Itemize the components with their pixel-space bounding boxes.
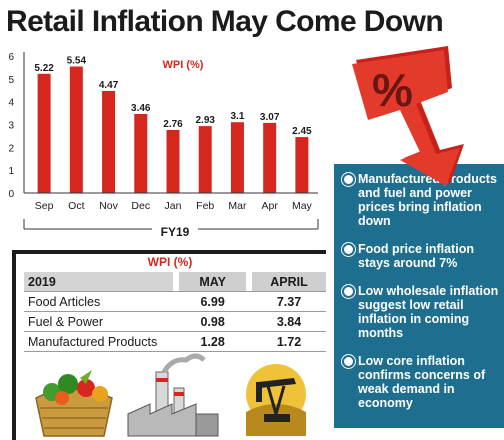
percent-symbol: % bbox=[372, 64, 413, 116]
row-april: 1.72 bbox=[252, 331, 326, 352]
bar bbox=[166, 129, 180, 193]
headline: Retail Inflation May Come Down bbox=[6, 5, 444, 38]
bar bbox=[263, 122, 277, 193]
data-label: 2.45 bbox=[292, 126, 312, 137]
table-row: Fuel & Power 0.98 3.84 bbox=[24, 311, 326, 332]
row-label: Manufactured Products bbox=[24, 331, 174, 352]
row-april: 7.37 bbox=[252, 291, 326, 312]
data-label: 5.22 bbox=[34, 63, 54, 74]
bullet-point: Food price inflation stays around 7% bbox=[342, 242, 502, 270]
data-label: 5.54 bbox=[67, 56, 87, 67]
bullet-dot-icon bbox=[342, 173, 355, 186]
y-tick-label: 2 bbox=[8, 143, 14, 154]
header-april: APRIL bbox=[252, 272, 326, 292]
data-label: 4.47 bbox=[99, 80, 119, 91]
chart-title: WPI (%) bbox=[163, 59, 204, 71]
bar-series: 5.22 5.54 4.47 3.46 2.76 2.93 3.1 3.07 2.45 bbox=[34, 56, 312, 193]
x-tick-label: Dec bbox=[131, 200, 150, 212]
row-april: 3.84 bbox=[252, 311, 326, 332]
x-tick-label: Nov bbox=[99, 200, 118, 212]
data-label: 3.07 bbox=[260, 112, 280, 123]
row-label: Fuel & Power bbox=[24, 311, 174, 332]
y-axis: 0 1 2 3 4 5 6 bbox=[8, 52, 25, 200]
data-label: 2.93 bbox=[195, 115, 215, 126]
row-may: 6.99 bbox=[178, 291, 247, 312]
bullet-point: Low wholesale inflation suggest low reta… bbox=[342, 284, 502, 340]
bullet-dot-icon bbox=[342, 243, 355, 256]
x-tick-label: Oct bbox=[68, 200, 84, 212]
data-label: 3.46 bbox=[131, 103, 151, 114]
x-axis: Sep Oct Nov Dec Jan Feb Mar Apr May bbox=[23, 192, 319, 230]
data-label: 3.1 bbox=[230, 111, 244, 122]
table-header-row: 2019 MAY APRIL bbox=[24, 272, 326, 292]
data-label: 2.76 bbox=[163, 119, 183, 130]
header-may: MAY bbox=[178, 272, 247, 292]
row-may: 0.98 bbox=[178, 311, 247, 332]
x-tick-label: Mar bbox=[228, 200, 247, 212]
bar bbox=[69, 66, 83, 193]
row-may: 1.28 bbox=[178, 331, 247, 352]
y-tick-label: 4 bbox=[8, 98, 14, 109]
row-label: Food Articles bbox=[24, 291, 174, 312]
table-row: Food Articles 6.99 7.37 bbox=[24, 291, 326, 312]
bar bbox=[102, 90, 116, 193]
bullet-point: Manufactured products and fuel and power… bbox=[342, 172, 502, 228]
y-tick-label: 0 bbox=[8, 189, 14, 200]
x-tick-label: Jan bbox=[165, 200, 182, 212]
bullet-dot-icon bbox=[342, 355, 355, 368]
y-tick-label: 6 bbox=[8, 52, 14, 63]
y-tick-label: 5 bbox=[8, 75, 14, 86]
bullet-dot-icon bbox=[342, 285, 355, 298]
table-title: WPI (%) bbox=[147, 255, 193, 269]
x-tick-label: Feb bbox=[196, 200, 214, 212]
x-axis-label: FY19 bbox=[161, 225, 190, 239]
x-tick-label: May bbox=[292, 200, 313, 212]
bar bbox=[134, 113, 148, 193]
table-row: Manufactured Products 1.28 1.72 bbox=[24, 331, 326, 352]
header-gap bbox=[246, 272, 253, 292]
wpi-table: 2019 MAY APRIL Food Articles 6.99 7.37 F… bbox=[24, 272, 326, 352]
key-points-panel: Manufactured products and fuel and power… bbox=[334, 164, 504, 428]
header-year: 2019 bbox=[24, 272, 174, 292]
bar bbox=[37, 73, 51, 193]
bar bbox=[295, 137, 309, 193]
y-tick-label: 1 bbox=[8, 166, 14, 177]
x-tick-label: Apr bbox=[261, 200, 278, 212]
bullet-point: Low core inflation confirms concerns of … bbox=[342, 354, 502, 410]
bar bbox=[230, 122, 244, 193]
bar bbox=[198, 126, 212, 193]
x-tick-label: Sep bbox=[35, 200, 54, 212]
table-frame bbox=[12, 250, 326, 440]
y-tick-label: 3 bbox=[8, 121, 14, 132]
header-gap bbox=[173, 272, 179, 292]
wpi-bar-chart: 0 1 2 3 4 5 6 5.22 5.54 4.47 3.46 2.76 2.93 3.1 3.07 2… bbox=[8, 52, 319, 239]
